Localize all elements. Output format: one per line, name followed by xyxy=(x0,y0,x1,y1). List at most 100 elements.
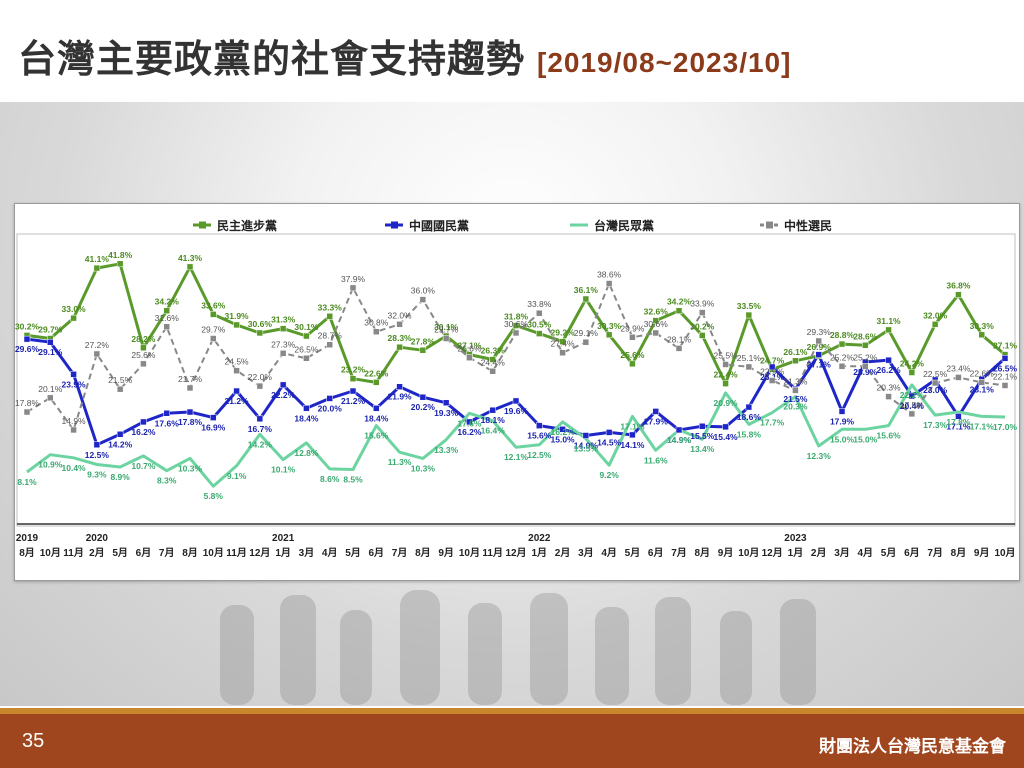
data-point xyxy=(629,360,636,368)
data-point xyxy=(931,321,939,328)
data-label: 8.6% xyxy=(320,474,340,484)
data-label: 17.1% xyxy=(620,421,645,431)
data-point xyxy=(93,441,101,449)
x-tick-label: 10月 xyxy=(994,547,1015,559)
data-point xyxy=(210,311,217,318)
data-point xyxy=(303,332,310,340)
data-label: 26.2% xyxy=(877,365,902,375)
data-label: 17.1% xyxy=(946,421,971,431)
data-label: 8.3% xyxy=(157,476,177,486)
data-label: 36.1% xyxy=(574,285,599,295)
data-point xyxy=(279,325,287,332)
data-label: 30.2% xyxy=(15,321,39,331)
data-label: 17.3% xyxy=(923,420,948,430)
data-point xyxy=(442,399,450,407)
data-point xyxy=(652,317,659,324)
data-point xyxy=(605,331,613,339)
data-label: 18.4% xyxy=(364,413,389,423)
data-point xyxy=(792,357,799,365)
data-point xyxy=(745,311,753,319)
x-tick-label: 2月 xyxy=(555,547,571,559)
data-label: 25.1% xyxy=(737,353,762,363)
data-label: 31.8% xyxy=(504,312,529,322)
data-point xyxy=(489,368,496,375)
data-point xyxy=(652,329,659,337)
data-label: 15.6% xyxy=(527,431,552,441)
data-label: 32.0% xyxy=(388,310,413,320)
x-tick-label: 12月 xyxy=(505,547,526,559)
data-label: 17.0% xyxy=(993,422,1018,432)
data-point xyxy=(349,387,357,395)
data-label: 10.4% xyxy=(62,463,87,473)
data-label: 29.7% xyxy=(201,325,226,335)
data-label: 11.3% xyxy=(388,457,412,467)
x-tick-label: 4月 xyxy=(601,547,617,559)
x-tick-label: 1月 xyxy=(532,547,548,559)
data-label: 29.2% xyxy=(551,328,576,338)
data-label: 21.2% xyxy=(341,396,366,406)
data-point xyxy=(838,363,846,370)
year-label: 2023 xyxy=(784,533,807,544)
data-point xyxy=(815,337,822,345)
x-tick-label: 12月 xyxy=(249,547,270,559)
data-label: 30.3% xyxy=(597,321,622,331)
data-point xyxy=(512,322,520,329)
data-point xyxy=(838,408,846,415)
data-point xyxy=(885,326,892,334)
data-point xyxy=(582,338,590,346)
data-point xyxy=(373,405,380,412)
data-label: 23.2% xyxy=(341,365,366,375)
x-tick-label: 6月 xyxy=(369,547,385,559)
data-point xyxy=(908,369,916,376)
data-label: 33.5% xyxy=(737,301,762,311)
x-tick-label: 2月 xyxy=(811,547,827,559)
data-label: 30.1% xyxy=(294,322,319,332)
data-point xyxy=(489,356,496,363)
data-label: 14.0% xyxy=(574,441,599,451)
x-tick-label: 7月 xyxy=(392,547,408,559)
data-label: 17.8% xyxy=(178,417,203,427)
data-point xyxy=(1001,355,1009,362)
data-label: 17.9% xyxy=(830,416,855,426)
plot-area-frame xyxy=(16,233,1016,527)
data-point xyxy=(605,429,613,436)
data-label: 20.3% xyxy=(783,402,808,412)
data-label: 20.9% xyxy=(714,398,739,408)
data-point xyxy=(768,377,776,384)
data-label: 38.6% xyxy=(597,270,622,280)
data-point xyxy=(186,408,194,416)
data-label: 27.4% xyxy=(551,339,576,349)
data-point xyxy=(512,397,520,405)
data-label: 16.2% xyxy=(131,427,156,437)
data-point xyxy=(70,426,77,434)
x-tick-label: 8月 xyxy=(19,547,35,559)
data-label: 17.1% xyxy=(970,421,995,431)
series-line-3 xyxy=(26,383,1006,488)
data-point xyxy=(279,350,287,357)
data-label: 10.3% xyxy=(411,463,436,473)
data-label: 29.7% xyxy=(38,325,63,335)
data-point xyxy=(745,403,753,411)
data-point xyxy=(116,385,124,393)
data-label: 25.6% xyxy=(620,350,645,360)
data-point xyxy=(862,342,869,349)
data-point xyxy=(373,328,380,335)
data-label: 29.1% xyxy=(574,328,599,338)
data-label: 29.6% xyxy=(15,344,39,354)
x-tick-label: 10月 xyxy=(738,547,759,559)
data-point xyxy=(582,432,590,439)
data-point xyxy=(140,360,147,368)
data-label: 33.9% xyxy=(690,299,715,309)
data-point xyxy=(699,422,706,430)
data-point xyxy=(163,410,170,417)
data-point xyxy=(931,379,939,387)
data-point xyxy=(23,335,31,343)
data-point xyxy=(675,345,683,352)
data-label: 5.8% xyxy=(204,491,224,501)
data-label: 15.4% xyxy=(714,432,739,442)
data-label: 28.6% xyxy=(853,331,878,341)
footer-bar xyxy=(0,714,1024,768)
data-point xyxy=(47,338,54,346)
data-label: 22.9% xyxy=(760,367,785,377)
year-label: 2019 xyxy=(16,533,39,544)
